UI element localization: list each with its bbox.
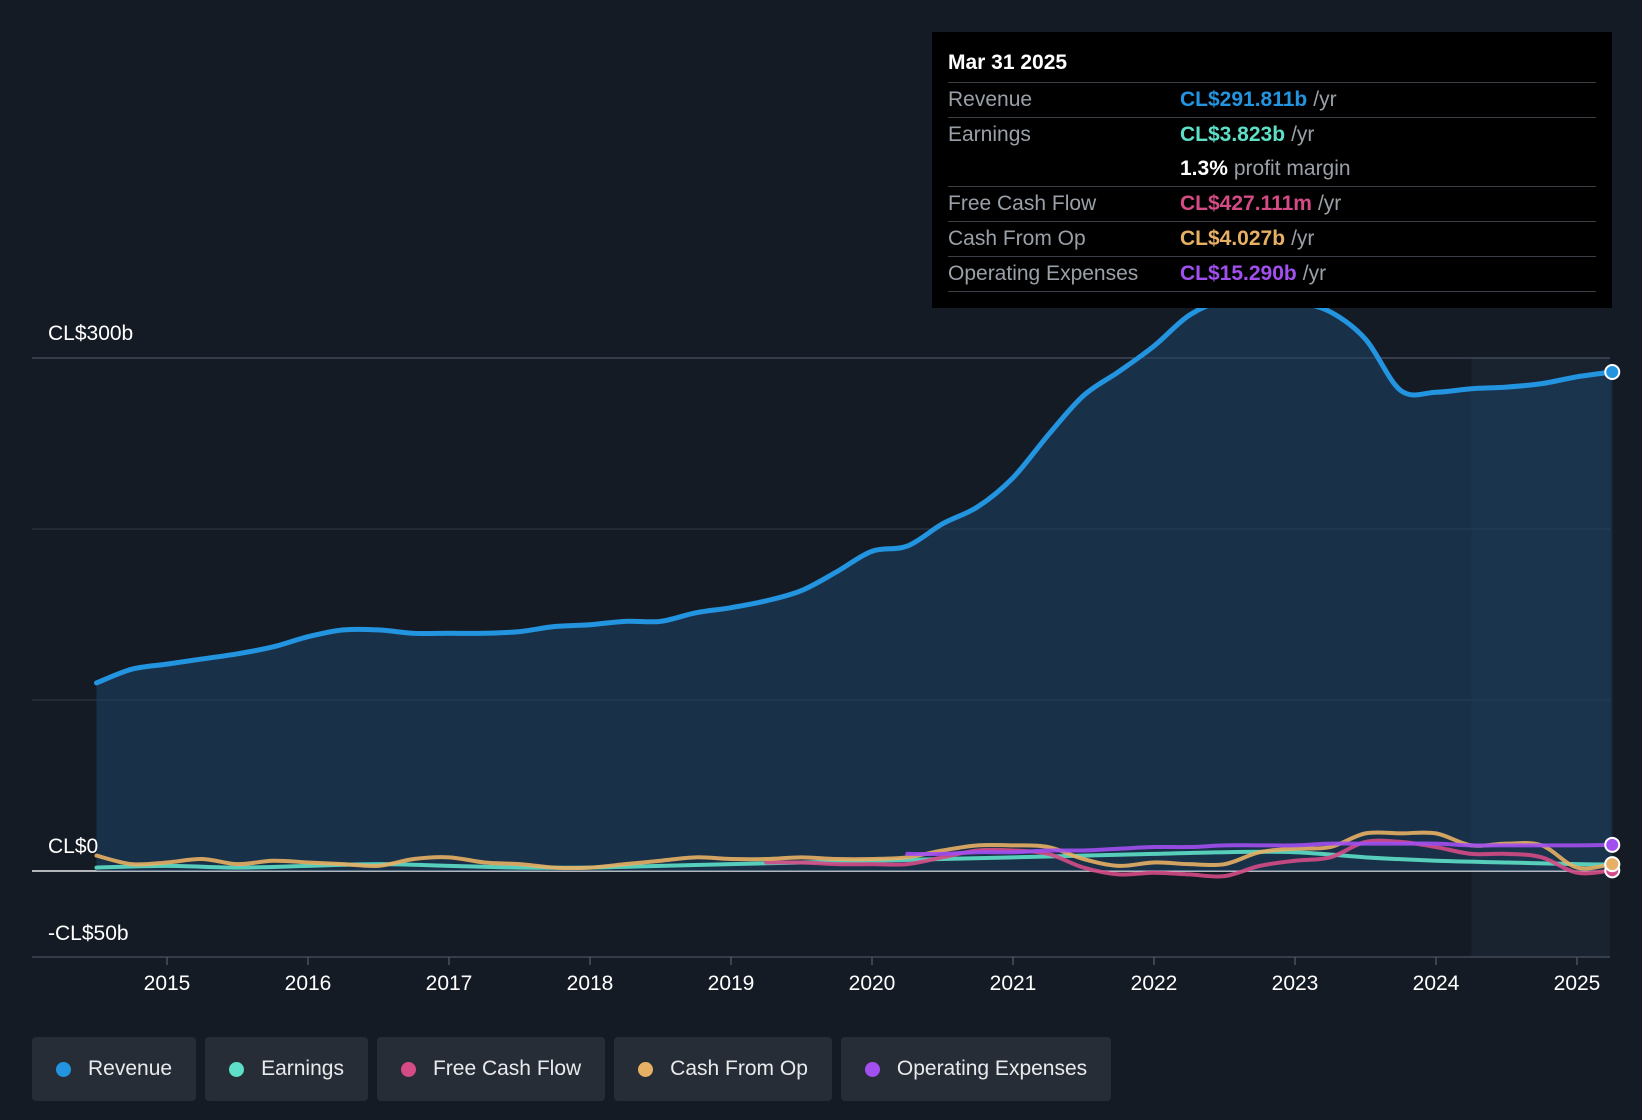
tooltip-label: Free Cash Flow (948, 192, 1097, 215)
tooltip-value: CL$15.290b (1180, 262, 1297, 285)
revenue-area-fill (96, 296, 1613, 871)
series-lines (94, 293, 1615, 879)
legend-label: Revenue (88, 1057, 173, 1080)
revenue-area (96, 296, 1613, 871)
x-tick-label: 2018 (567, 972, 614, 995)
y-axis-label: CL$300b (48, 322, 133, 345)
legend-label: Cash From Op (670, 1057, 808, 1080)
tooltip-row-earnings: Earnings CL$3.823b /yr (948, 118, 1596, 152)
tooltip-unit: /yr (1317, 192, 1342, 215)
x-tick-label: 2015 (144, 972, 191, 995)
data-tooltip: Mar 31 2025 Revenue CL$291.811b /yr Earn… (932, 32, 1612, 308)
tooltip-row-cfo: Cash From Op CL$4.027b /yr (948, 222, 1596, 257)
tooltip-label: Revenue (948, 88, 1033, 111)
tooltip-margin-value: 1.3% (1180, 157, 1228, 180)
legend-item-free-cash-flow[interactable]: Free Cash Flow (376, 1037, 606, 1101)
tooltip-value: CL$291.811b (1180, 88, 1308, 111)
tooltip-unit: /yr (1291, 227, 1315, 250)
tooltip-date: Mar 31 2025 (948, 46, 1596, 83)
legend-label: Operating Expenses (896, 1057, 1088, 1080)
y-axis-labels: CL$300b CL$0 -CL$50b (48, 322, 133, 945)
legend-item-cash-from-op[interactable]: Cash From Op (614, 1037, 832, 1101)
tooltip-unit: /yr (1302, 262, 1327, 285)
tooltip-unit: /yr (1313, 88, 1337, 111)
tooltip-label: Cash From Op (948, 227, 1086, 250)
legend-item-revenue[interactable]: Revenue (32, 1037, 197, 1101)
x-tick-label: 2023 (1272, 972, 1319, 995)
tooltip-row-margin: 1.3% profit margin (948, 152, 1596, 187)
tooltip-margin-text: profit margin (1233, 157, 1351, 180)
legend-label: Free Cash Flow (432, 1057, 582, 1080)
legend-dot-icon (229, 1061, 245, 1077)
series-line-operating-expenses (905, 841, 1615, 857)
tooltip-row-revenue: Revenue CL$291.811b /yr (948, 83, 1596, 118)
series-endpoint-revenue (1604, 364, 1621, 381)
tooltip-value: CL$3.823b (1180, 123, 1286, 146)
legend-item-earnings[interactable]: Earnings (205, 1037, 368, 1101)
x-tick-label: 2016 (285, 972, 332, 995)
legend-label: Earnings (261, 1057, 344, 1080)
y-axis-label: -CL$50b (48, 922, 129, 945)
legend-dot-icon (864, 1061, 880, 1077)
x-tick-label: 2020 (849, 972, 896, 995)
x-tick-label: 2017 (426, 972, 473, 995)
series-endpoints (1604, 364, 1621, 879)
series-endpoint-operating-expenses (1604, 836, 1621, 853)
chart: CL$300b CL$0 -CL$50b 2015 2016 2017 2018 201… (32, 293, 1621, 995)
series-line-free-cash-flow (764, 838, 1615, 879)
tooltip-row-opex: Operating Expenses CL$15.290b /yr (948, 257, 1596, 292)
legend-dot-icon (400, 1061, 416, 1077)
legend-item-operating-expenses[interactable]: Operating Expenses (840, 1037, 1112, 1101)
legend: Revenue Earnings Free Cash Flow Cash Fro… (32, 1037, 1120, 1101)
y-axis-label: CL$0 (48, 835, 98, 858)
series-line-revenue (94, 293, 1615, 686)
x-tick-label: 2025 (1554, 972, 1601, 995)
x-axis: 2015 2016 2017 2018 2019 2020 2021 2022 2023 2024… (144, 957, 1601, 995)
legend-dot-icon (56, 1061, 71, 1077)
tooltip-unit: /yr (1291, 123, 1315, 146)
tooltip-label: Operating Expenses (948, 262, 1139, 285)
x-tick-label: 2024 (1413, 972, 1460, 995)
series-line-cash-from-op (94, 830, 1615, 871)
tooltip-value: CL$427.111m (1180, 192, 1312, 215)
x-tick-label: 2022 (1131, 972, 1178, 995)
tooltip-value: CL$4.027b (1180, 227, 1286, 250)
tooltip-row-fcf: Free Cash Flow CL$427.111m /yr (948, 187, 1596, 222)
series-endpoint-cash-from-op (1604, 856, 1621, 873)
legend-dot-icon (638, 1061, 654, 1077)
tooltip-label: Earnings (948, 123, 1031, 146)
x-tick-label: 2021 (990, 972, 1037, 995)
x-tick-label: 2019 (708, 972, 755, 995)
